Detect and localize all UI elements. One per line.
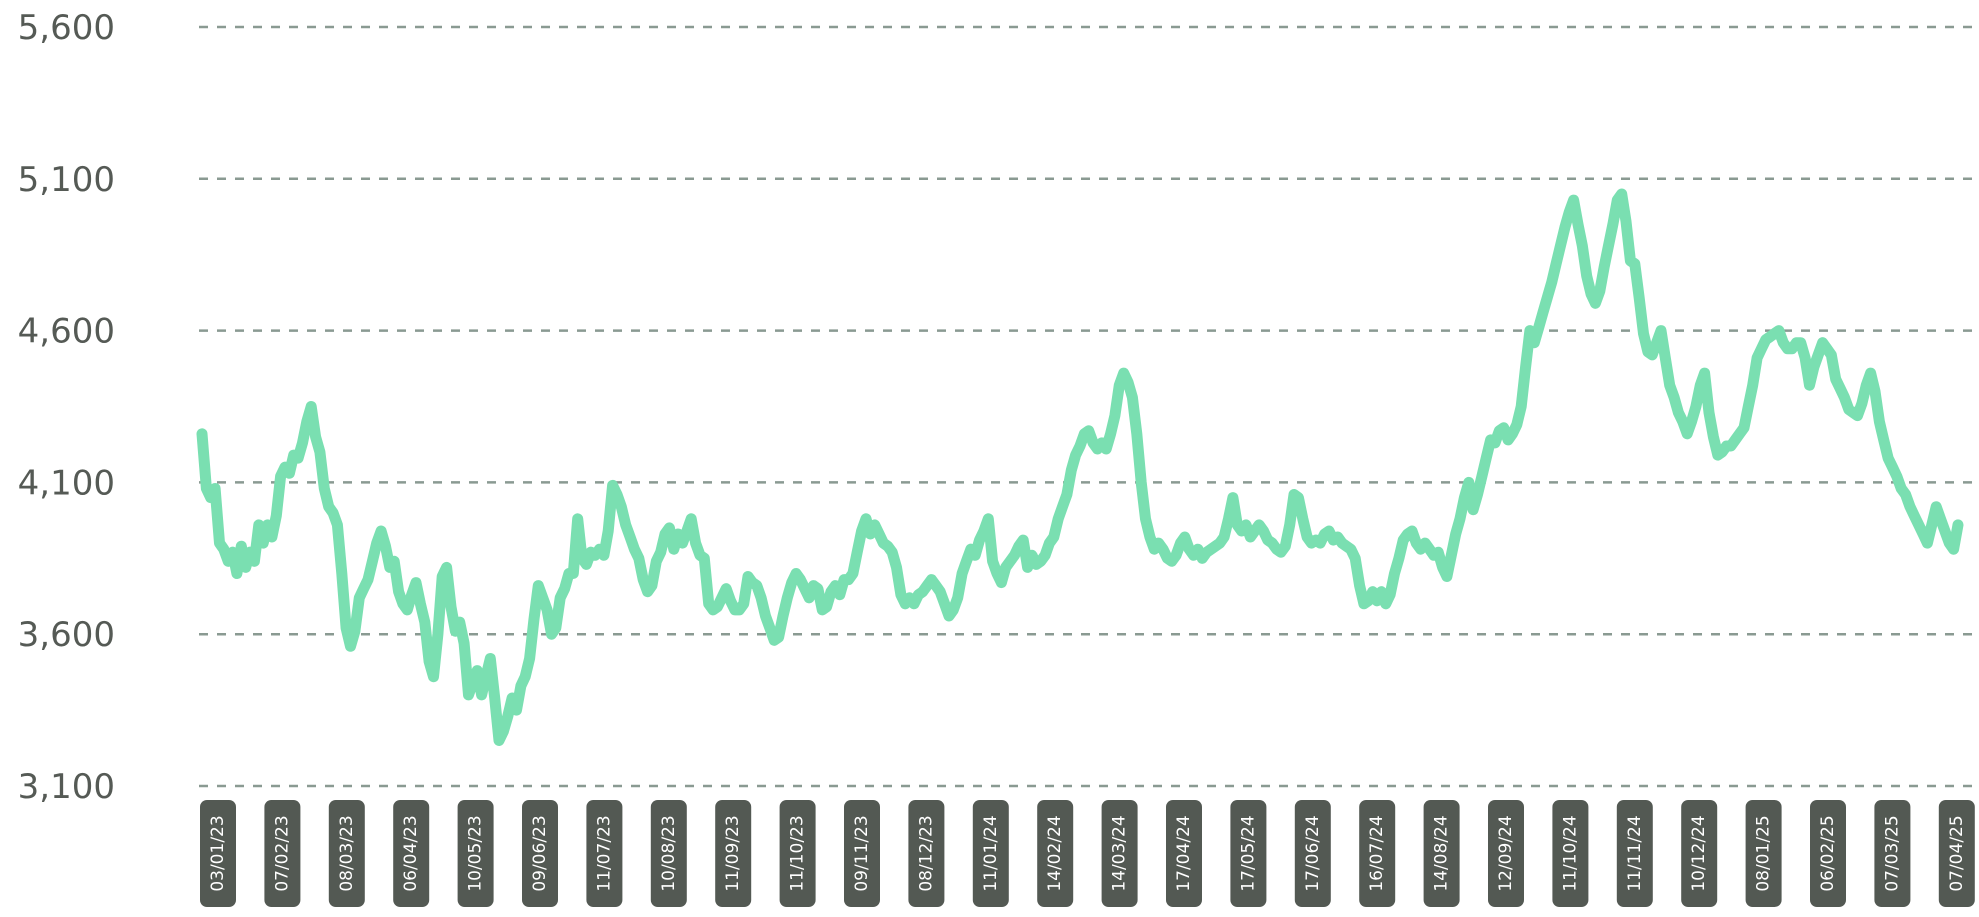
x-tick-label: 17/05/24 [1238,815,1258,891]
x-tick-badge [1745,800,1782,907]
y-tick-label: 5,600 [18,8,115,48]
x-tick-badge [908,800,945,907]
x-tick: 11/07/23 [586,800,623,907]
x-tick-label: 08/03/23 [337,815,357,891]
x-tick: 09/11/23 [844,800,880,907]
x-tick: 08/03/23 [328,800,365,907]
x-tick-badge [1616,800,1653,907]
x-tick-label: 06/04/23 [401,815,421,891]
x-tick: 17/05/24 [1230,800,1267,907]
x-tick: 11/01/24 [972,800,1009,907]
x-tick-label: 11/09/23 [723,815,743,891]
x-tick-label: 14/08/24 [1432,815,1452,891]
x-tick-badge [1037,800,1074,907]
x-tick: 16/07/24 [1359,800,1396,907]
x-tick-badge [844,800,880,907]
x-tick: 10/12/24 [1681,800,1718,907]
x-tick: 14/03/24 [1101,800,1138,907]
x-tick: 03/01/23 [200,800,236,907]
x-tick: 10/08/23 [650,800,687,907]
x-tick: 17/06/24 [1294,800,1331,907]
gridlines [199,25,1979,788]
x-tick-label: 17/06/24 [1303,815,1323,891]
x-tick-badge [1874,800,1911,907]
x-tick: 08/12/23 [908,800,945,907]
x-tick: 07/04/25 [1938,800,1975,907]
x-tick-label: 03/01/23 [208,815,228,891]
series-layer [196,188,1964,746]
x-tick-badge [393,800,430,907]
x-tick: 17/04/24 [1166,800,1202,907]
x-tick-label: 09/11/23 [852,815,872,891]
x-tick-badge [1488,800,1524,907]
x-tick-badge [1294,800,1331,907]
x-tick-badge [1423,800,1460,907]
x-tick-badge [1359,800,1396,907]
x-tick-label: 10/12/24 [1689,815,1709,891]
x-tick-badge [650,800,687,907]
x-tick-label: 11/10/23 [788,815,808,891]
series-line [196,188,1964,746]
x-tick-label: 08/12/23 [916,815,936,891]
x-tick-label: 10/08/23 [659,815,679,891]
x-tick-label: 07/04/25 [1947,815,1967,891]
x-tick-label: 11/11/24 [1625,815,1645,891]
x-tick-badge [457,800,494,907]
x-tick-label: 16/07/24 [1367,815,1387,891]
x-tick-label: 08/01/25 [1754,815,1774,891]
x-tick-badge [200,800,236,907]
y-tick-label: 4,600 [18,312,115,352]
x-tick-label: 09/06/23 [530,815,550,891]
y-axis-ticks: 5,600 5,100 4,600 4,100 3,600 3,100 [18,8,115,807]
x-tick-badge [586,800,623,907]
x-tick-label: 14/02/24 [1045,815,1065,891]
x-tick-label: 07/03/25 [1882,815,1902,891]
x-tick: 11/10/24 [1552,800,1589,907]
x-tick-label: 11/07/23 [594,815,614,891]
x-tick: 11/09/23 [715,800,752,907]
x-tick: 10/05/23 [457,800,494,907]
x-tick-badge [1101,800,1138,907]
x-tick-badge [522,800,558,907]
x-tick-label: 07/02/23 [272,815,292,891]
x-tick-label: 12/09/24 [1496,815,1516,891]
x-tick-badge [1810,800,1846,907]
x-tick-badge [1230,800,1267,907]
y-tick-label: 4,100 [18,463,115,503]
x-tick: 06/02/25 [1810,800,1846,907]
x-tick-label: 14/03/24 [1110,815,1130,891]
x-tick-badge [972,800,1009,907]
x-tick-badge [1166,800,1202,907]
x-tick-label: 10/05/23 [466,815,486,891]
x-tick-label: 06/02/25 [1818,815,1838,891]
y-tick-label: 3,600 [18,615,115,655]
x-tick-label: 11/01/24 [981,815,1001,891]
y-tick-label: 5,100 [18,160,115,200]
x-tick: 07/03/25 [1874,800,1911,907]
x-tick: 11/11/24 [1616,800,1653,907]
x-tick: 07/02/23 [264,800,301,907]
x-tick-badge [1938,800,1975,907]
x-tick: 06/04/23 [393,800,430,907]
x-tick: 14/08/24 [1423,800,1460,907]
x-tick-label: 11/10/24 [1560,815,1580,891]
y-tick-label: 3,100 [18,767,115,807]
x-tick: 12/09/24 [1488,800,1524,907]
x-tick-badge [1681,800,1718,907]
x-tick-label: 17/04/24 [1174,815,1194,891]
x-tick-badge [715,800,752,907]
x-tick-badge [264,800,301,907]
x-tick-badge [328,800,365,907]
x-tick: 11/10/23 [779,800,816,907]
x-axis-ticks: 03/01/23 07/02/23 08/03/23 06/04/23 10/05/23… [200,800,1975,907]
x-tick: 14/02/24 [1037,800,1074,907]
x-tick-badge [779,800,816,907]
x-tick: 08/01/25 [1745,800,1782,907]
x-tick: 09/06/23 [522,800,558,907]
x-tick-badge [1552,800,1589,907]
